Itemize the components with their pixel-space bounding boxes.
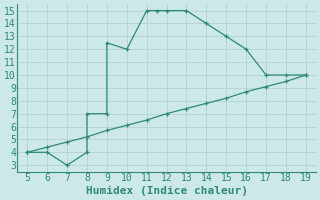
X-axis label: Humidex (Indice chaleur): Humidex (Indice chaleur): [85, 186, 248, 196]
